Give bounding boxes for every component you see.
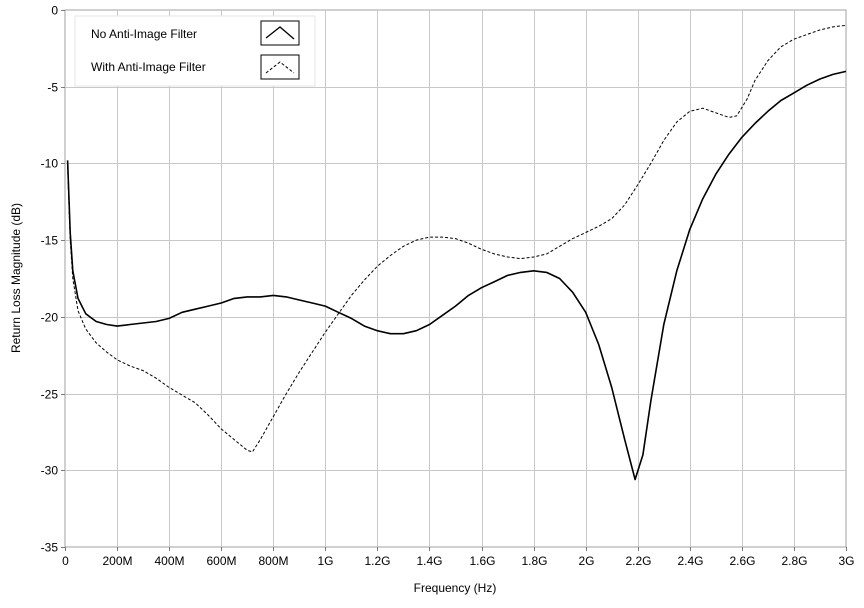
y-tick-label: -15	[41, 234, 59, 248]
x-tick-label: 1.6G	[469, 554, 495, 568]
y-tick-label: -20	[41, 311, 59, 325]
y-tick-label: -30	[41, 464, 59, 478]
x-tick-label: 800M	[258, 554, 288, 568]
x-tick-label: 2.2G	[625, 554, 651, 568]
y-tick-label: 0	[51, 4, 58, 18]
x-tick-label: 1.2G	[364, 554, 390, 568]
legend-swatch-with-filter[interactable]	[260, 54, 300, 80]
legend-line-dashed-icon	[265, 61, 295, 74]
x-tick-label: 2.4G	[677, 554, 703, 568]
series-line-1	[67, 24, 847, 453]
x-tick-label: 3G	[838, 554, 854, 568]
x-axis-title: Frequency (Hz)	[414, 581, 497, 595]
y-tick-label: -5	[47, 81, 58, 95]
series-line-0	[66, 70, 847, 481]
x-tick-label: 400M	[154, 554, 184, 568]
legend-label-no-filter: No Anti-Image Filter	[91, 27, 197, 41]
x-tick-label: 1G	[317, 554, 333, 568]
series-layer	[66, 24, 847, 481]
x-tick-label: 2.8G	[781, 554, 807, 568]
y-axis-title: Return Loss Magnitude (dB)	[9, 203, 23, 353]
y-tick-label: -35	[41, 541, 59, 555]
y-tick-label: -25	[41, 388, 59, 402]
plot-area	[64, 9, 847, 548]
y-tick-label: -10	[41, 157, 59, 171]
grid	[65, 10, 846, 547]
legend-line-solid-icon	[265, 26, 295, 40]
legend: No Anti-Image Filter With Anti-Image Fil…	[74, 15, 316, 87]
x-tick-label: 1.4G	[416, 554, 442, 568]
x-tick-label: 0	[62, 554, 69, 568]
x-axis-ticks: 0 200M 400M 600M 800M 1G 1.2G 1.4G 1.6G 1.8G 2G 2.2…	[62, 547, 855, 568]
legend-swatch-no-filter[interactable]	[260, 20, 300, 46]
legend-label-with-filter: With Anti-Image Filter	[91, 60, 206, 74]
x-tick-label: 2G	[578, 554, 594, 568]
x-tick-label: 2.6G	[729, 554, 755, 568]
x-tick-label: 600M	[206, 554, 236, 568]
y-axis-ticks: 0 -5 -10 -15 -20 -25 -30 -35	[41, 4, 65, 555]
x-tick-label: 200M	[102, 554, 132, 568]
x-tick-label: 1.8G	[521, 554, 547, 568]
